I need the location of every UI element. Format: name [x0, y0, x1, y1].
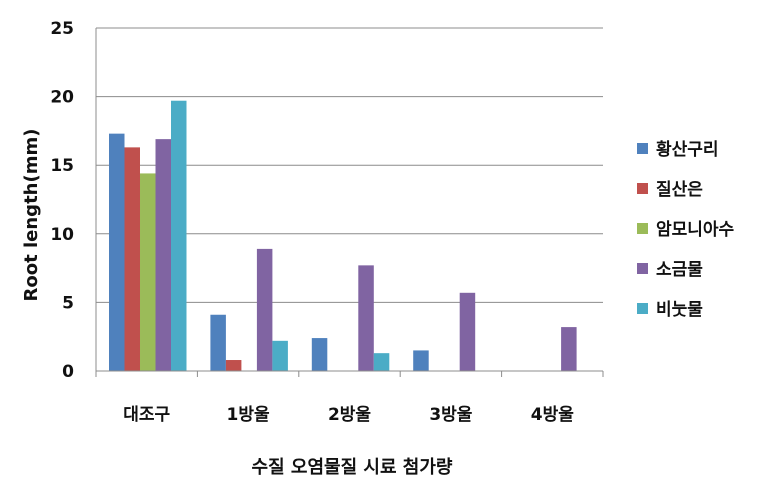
bar — [272, 341, 288, 371]
y-tick-label: 25 — [50, 19, 74, 39]
bar — [561, 327, 577, 371]
bar — [210, 315, 226, 371]
legend-swatch — [637, 303, 648, 314]
bar — [413, 350, 429, 371]
x-tick-label: 대조구 — [123, 405, 170, 425]
bars — [109, 101, 577, 371]
legend: 황산구리질산은암모니아수소금물비눗물 — [637, 140, 735, 320]
bar — [460, 293, 476, 371]
x-axis-title: 수질 오염물질 시료 첨가량 — [252, 457, 453, 478]
y-axis-title: Root length(mm) — [21, 129, 42, 302]
legend-label: 소금물 — [656, 260, 703, 280]
legend-label: 비눗물 — [656, 300, 703, 320]
bar — [156, 139, 172, 371]
legend-swatch — [637, 183, 648, 194]
bar — [358, 265, 374, 371]
x-tick-label: 4방울 — [531, 405, 574, 425]
bar — [140, 173, 156, 371]
x-tick-label: 2방울 — [328, 405, 371, 425]
bar — [374, 353, 390, 371]
bar — [257, 249, 273, 371]
bar — [171, 101, 187, 371]
y-tick-label: 10 — [50, 225, 74, 245]
legend-swatch — [637, 143, 648, 154]
bar — [109, 134, 125, 371]
legend-swatch — [637, 263, 648, 274]
legend-label: 암모니아수 — [656, 220, 735, 240]
x-tick-label: 3방울 — [429, 405, 472, 425]
y-tick-label: 20 — [50, 88, 74, 108]
y-tick-label: 0 — [62, 362, 74, 382]
legend-swatch — [637, 223, 648, 234]
legend-label: 황산구리 — [656, 140, 719, 160]
y-tick-label: 15 — [50, 156, 74, 176]
x-tick-label: 1방울 — [227, 405, 270, 425]
bar — [312, 338, 328, 371]
bar — [226, 360, 242, 371]
legend-label: 질산은 — [656, 179, 703, 200]
y-tick-label: 5 — [62, 293, 74, 313]
bar — [125, 147, 141, 371]
